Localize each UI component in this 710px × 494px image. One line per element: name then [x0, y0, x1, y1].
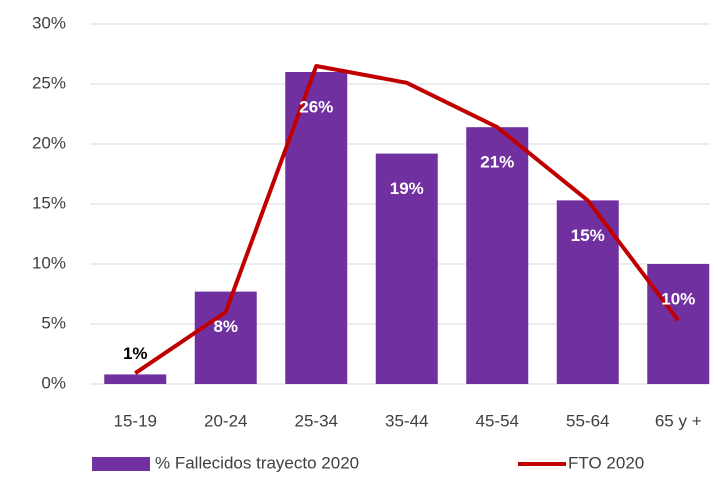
y-tick-label: 5%	[41, 313, 66, 332]
x-tick-label: 15-19	[114, 411, 157, 430]
y-tick-label: 25%	[32, 73, 66, 92]
y-tick-label: 10%	[32, 253, 66, 272]
y-tick-label: 15%	[32, 193, 66, 212]
bar	[285, 72, 348, 384]
y-tick-label: 0%	[41, 373, 66, 392]
legend-swatch	[92, 457, 150, 471]
data-label: 1%	[123, 344, 148, 363]
legend-label: % Fallecidos trayecto 2020	[155, 453, 359, 472]
x-tick-label: 55-64	[566, 411, 609, 430]
data-label: 26%	[299, 97, 333, 116]
data-label: 15%	[571, 226, 605, 245]
data-label: 8%	[213, 317, 238, 336]
line	[134, 64, 680, 375]
bar	[466, 127, 529, 384]
bar	[104, 374, 167, 384]
x-tick-label: 65 y +	[655, 411, 702, 430]
data-label: 10%	[661, 289, 695, 308]
data-label: 21%	[480, 153, 514, 172]
x-tick-label: 25-34	[295, 411, 338, 430]
x-tick-label: 35-44	[385, 411, 428, 430]
y-tick-label: 30%	[32, 13, 66, 32]
x-tick-label: 45-54	[476, 411, 519, 430]
bar	[194, 291, 257, 384]
bar	[647, 264, 710, 384]
bar	[375, 153, 438, 384]
legend-label: FTO 2020	[568, 453, 644, 472]
y-tick-label: 20%	[32, 133, 66, 152]
data-label: 19%	[390, 179, 424, 198]
x-tick-label: 20-24	[204, 411, 247, 430]
